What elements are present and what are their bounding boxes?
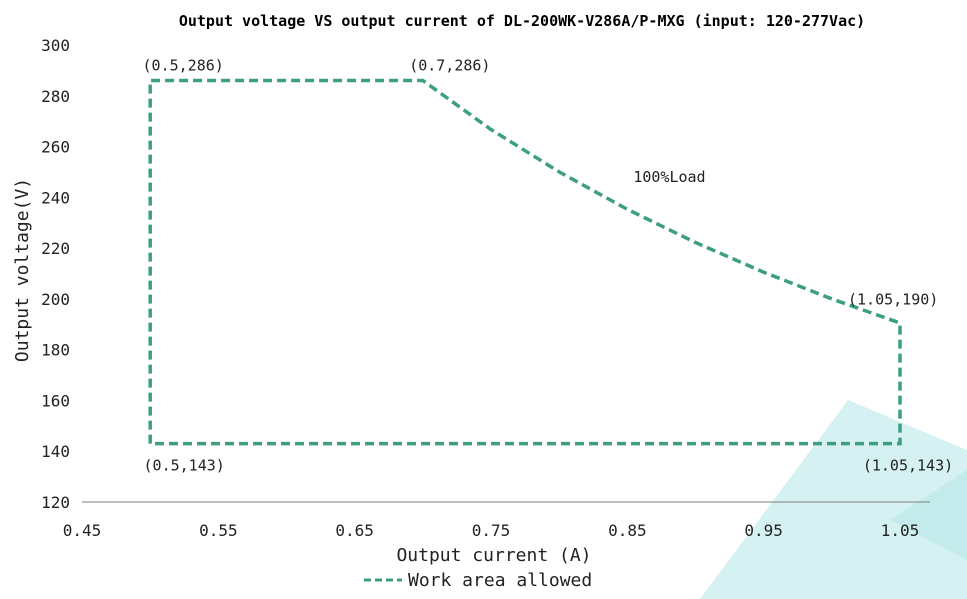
- y-tick-label: 240: [41, 188, 70, 207]
- watermark-logo: [700, 400, 967, 599]
- annotations: (0.5,286) (0.7,286) 100%Load (1.05,190) (0.5…: [143, 57, 954, 475]
- x-tick-label: 0.45: [63, 521, 102, 540]
- y-tick-label: 260: [41, 138, 70, 157]
- annotation-label: (0.7,286): [409, 57, 490, 75]
- y-tick-label: 120: [41, 493, 70, 512]
- y-tick-label: 200: [41, 290, 70, 309]
- x-tick-label: 0.75: [472, 521, 511, 540]
- y-tick-label: 280: [41, 87, 70, 106]
- x-tick-label: 1.05: [881, 521, 920, 540]
- annotation-label: (0.5,286): [143, 57, 224, 75]
- y-tick-label: 180: [41, 341, 70, 360]
- y-tick-label: 300: [41, 36, 70, 55]
- x-tick-label: 0.55: [199, 521, 238, 540]
- series-line: [148, 78, 902, 446]
- x-tick-labels: 0.45 0.55 0.65 0.75 0.85 0.95 1.05: [63, 521, 920, 540]
- y-tick-label: 160: [41, 391, 70, 410]
- x-axis-label: Output current (A): [396, 545, 591, 566]
- chart-title: Output voltage VS output current of DL-2…: [179, 12, 865, 30]
- annotation-label: 100%Load: [633, 168, 705, 186]
- x-tick-label: 0.85: [608, 521, 647, 540]
- annotation-label: (0.5,143): [144, 457, 225, 475]
- x-tick-label: 0.95: [744, 521, 783, 540]
- y-tick-label: 220: [41, 239, 70, 258]
- annotation-label: (1.05,143): [863, 457, 953, 475]
- annotation-label: (1.05,190): [848, 290, 938, 308]
- y-tick-labels: 120 140 160 180 200 220 240 260 280 300: [41, 36, 70, 512]
- plot-area: 0.45 0.55 0.65 0.75 0.85 0.95 1.05 120 140 160 18…: [41, 36, 953, 540]
- y-axis-label: Output voltage(V): [12, 178, 33, 362]
- legend: Work area allowed: [364, 570, 592, 591]
- watermark-shape: [700, 400, 967, 599]
- y-tick-label: 140: [41, 442, 70, 461]
- series-group: [148, 78, 902, 446]
- x-tick-label: 0.65: [335, 521, 374, 540]
- watermark-shape: [890, 470, 967, 560]
- legend-entry-label: Work area allowed: [408, 570, 592, 591]
